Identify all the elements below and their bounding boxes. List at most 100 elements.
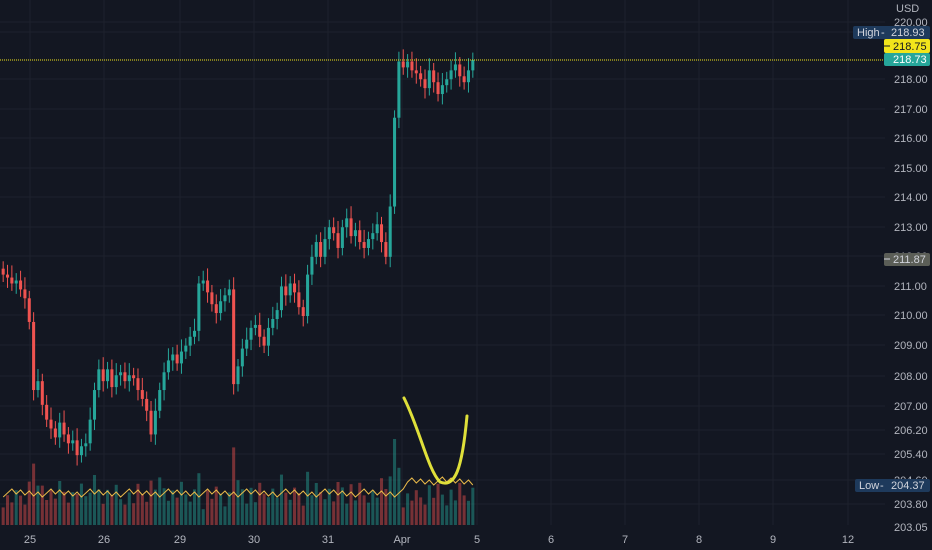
candle-body xyxy=(371,233,375,240)
volume-bar xyxy=(223,506,227,525)
candle-body xyxy=(175,354,179,364)
candle-body xyxy=(179,351,183,364)
candle-body xyxy=(375,224,379,234)
candle-body xyxy=(188,336,192,346)
candle-body xyxy=(266,327,270,346)
candle-body xyxy=(232,289,236,385)
volume-bar xyxy=(414,490,418,525)
candle-body xyxy=(71,440,75,444)
volume-bar xyxy=(58,481,62,525)
candle-body xyxy=(236,366,240,385)
candle-body xyxy=(414,70,418,74)
volume-bar xyxy=(210,498,214,525)
high-tag-value: 218.93 xyxy=(891,27,925,39)
candle-body xyxy=(314,242,318,257)
volume-bar xyxy=(236,480,240,525)
candle-body xyxy=(110,369,114,388)
volume-bar xyxy=(140,494,144,525)
candle-body xyxy=(49,419,53,429)
candle-body xyxy=(19,280,23,290)
candle-body xyxy=(88,419,92,444)
candle-body xyxy=(293,283,297,293)
time-axis[interactable] xyxy=(0,525,885,550)
volume-bar xyxy=(23,504,27,525)
volume-bar xyxy=(310,495,314,525)
price-axis[interactable] xyxy=(885,0,932,550)
volume-bar xyxy=(258,482,262,525)
low-tag-label: Low xyxy=(859,480,879,492)
price-tick: 211.00 xyxy=(894,281,927,293)
volume-bar xyxy=(119,499,123,525)
volume-bar xyxy=(358,482,362,525)
volume-bar xyxy=(71,492,75,525)
candle-body xyxy=(327,227,331,240)
candle-body xyxy=(297,292,301,308)
volume-bar xyxy=(445,505,449,525)
candle-body xyxy=(384,242,388,257)
volume-bar xyxy=(32,463,36,525)
volume-bar xyxy=(192,489,197,525)
time-tick: 31 xyxy=(322,534,334,546)
volume-bar xyxy=(110,495,114,525)
candle-body xyxy=(253,324,257,328)
candle-body xyxy=(288,283,292,296)
volume-bar xyxy=(197,473,201,525)
volume-bar xyxy=(75,494,79,525)
volume-bar xyxy=(297,493,301,525)
volume-bar xyxy=(462,495,466,525)
candle-body xyxy=(119,372,123,376)
candle-body xyxy=(345,218,349,228)
candle-body xyxy=(153,410,157,435)
candle-body xyxy=(27,298,31,322)
candle-body xyxy=(158,390,162,411)
volume-bar xyxy=(188,501,192,525)
candle-body xyxy=(397,61,401,118)
time-tick: 26 xyxy=(98,534,110,546)
candle-body xyxy=(284,286,288,296)
volume-bar xyxy=(249,487,253,525)
volume-bar xyxy=(253,502,257,525)
candle-body xyxy=(279,286,284,311)
volume-bar xyxy=(332,501,336,525)
time-tick: 30 xyxy=(248,534,260,546)
current-price-tag: 218.75 xyxy=(884,39,930,53)
candle-body xyxy=(206,280,210,293)
candle-body xyxy=(319,242,323,257)
price-tick: 215.00 xyxy=(894,163,928,175)
candle-body xyxy=(214,304,218,314)
candle-body xyxy=(406,61,410,68)
axis-currency: USD xyxy=(896,3,919,15)
volume-bar xyxy=(401,507,405,525)
volume-bar xyxy=(314,483,318,525)
candle-body xyxy=(106,369,110,382)
candle-body xyxy=(223,295,227,302)
price-tick: 208.00 xyxy=(894,371,928,383)
volume-bar xyxy=(466,500,470,525)
candle-body xyxy=(62,422,66,435)
volume-bar xyxy=(266,497,270,525)
volume-bar xyxy=(397,467,401,525)
volume-bar xyxy=(410,500,414,525)
candle-body xyxy=(445,79,449,86)
volume-bar xyxy=(49,489,53,525)
volume-bar xyxy=(127,492,131,525)
candle-body xyxy=(436,82,440,95)
low-tag: Low - 204.37 xyxy=(855,479,930,492)
volume-bar xyxy=(323,499,327,525)
candle-body xyxy=(10,277,14,284)
volume-bar xyxy=(371,490,375,525)
candle-body xyxy=(166,360,170,373)
high-tag: High - 218.93 xyxy=(853,26,930,39)
level-value: 211.87 xyxy=(893,254,926,266)
volume-bar xyxy=(349,484,353,525)
price-tick: 205.40 xyxy=(894,449,928,461)
volume-bar xyxy=(1,507,5,525)
volume-bar xyxy=(436,483,440,525)
candle-body xyxy=(201,280,205,284)
candle-body xyxy=(258,324,262,337)
volume-bar xyxy=(219,493,223,525)
volume-bar xyxy=(206,489,210,525)
candle-body xyxy=(1,268,5,275)
candle-body xyxy=(79,446,83,456)
